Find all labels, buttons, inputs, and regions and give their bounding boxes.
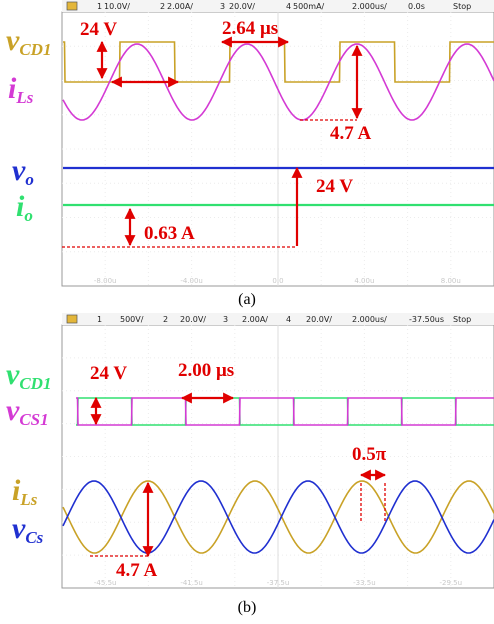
time-label: 8.00u [441, 277, 461, 285]
time-label: 0.0 [272, 277, 283, 285]
annotation: 24 V [80, 19, 117, 40]
annotation: 24 V [316, 176, 353, 197]
header-text: 3 [223, 315, 228, 324]
time-label: -8.00u [94, 277, 117, 285]
header-text: 20.0V/ [180, 315, 206, 324]
signal-label: vo [12, 154, 34, 189]
header-text: 3 [220, 2, 225, 11]
header-text: 500V/ [120, 315, 144, 324]
time-label: -29.5u [440, 579, 463, 587]
figure: 110.0V/22.00A/320.0V/4500mA/2.000us/0.0s… [0, 0, 494, 624]
signal-label: vCD1 [6, 358, 51, 393]
annotation: 0.5π [352, 444, 387, 465]
annotation: 4.7 A [116, 560, 157, 581]
signal-symbol: v [6, 24, 20, 57]
header-text: 20.0V/ [229, 2, 255, 11]
signal-symbol: v [6, 394, 20, 427]
time-label: -4.00u [180, 277, 203, 285]
time-label: -45.5u [94, 579, 117, 587]
signal-label: io [16, 190, 33, 225]
header-text: 2.000us/ [352, 315, 387, 324]
annotation: 2.00 μs [178, 360, 234, 381]
signal-symbol: v [12, 512, 26, 545]
signal-subscript: Cs [25, 528, 43, 547]
header-text: -37.50us [409, 315, 444, 324]
header-text: 4 [286, 315, 291, 324]
menu-icon [67, 315, 77, 323]
caption: (b) [238, 599, 257, 616]
annotation: 4.7 A [330, 123, 371, 144]
header-text: Stop [453, 2, 471, 11]
signal-label: vCD1 [6, 24, 51, 59]
signal-label: iLs [8, 72, 34, 107]
signal-label: iLs [12, 474, 38, 509]
time-label: 4.00u [354, 277, 374, 285]
header-text: 1 [97, 2, 102, 11]
time-label: -33.5u [353, 579, 376, 587]
header-text: 2.00A/ [167, 2, 193, 11]
signal-label: vCS1 [6, 394, 49, 429]
signal-symbol: v [6, 358, 20, 391]
annotation: 0.63 A [144, 223, 195, 244]
header-text: 2 [163, 315, 168, 324]
signal-subscript: CD1 [19, 374, 51, 393]
signal-symbol: v [12, 154, 26, 187]
header-text: 2 [160, 2, 165, 11]
header-text: 10.0V/ [104, 2, 130, 11]
annotation: 24 V [90, 363, 127, 384]
header-text: 0.0s [408, 2, 425, 11]
time-label: -41.5u [180, 579, 203, 587]
signal-subscript: CS1 [19, 410, 48, 429]
header-text: 2.00A/ [242, 315, 268, 324]
header-text: 20.0V/ [306, 315, 332, 324]
signal-label: vCs [12, 512, 44, 547]
header-text: 500mA/ [293, 2, 325, 11]
header-text: 4 [286, 2, 291, 11]
signal-subscript: o [24, 206, 33, 225]
signal-subscript: Ls [15, 88, 33, 107]
signal-subscript: o [25, 170, 34, 189]
time-label: -37.5u [267, 579, 290, 587]
header-text: Stop [453, 315, 471, 324]
header-text: 1 [97, 315, 102, 324]
signal-subscript: CD1 [19, 40, 51, 59]
signal-subscript: Ls [19, 490, 37, 509]
header-text: 2.000us/ [352, 2, 387, 11]
caption: (a) [238, 291, 256, 308]
menu-icon [67, 2, 77, 10]
annotation: 2.64 μs [222, 18, 278, 39]
